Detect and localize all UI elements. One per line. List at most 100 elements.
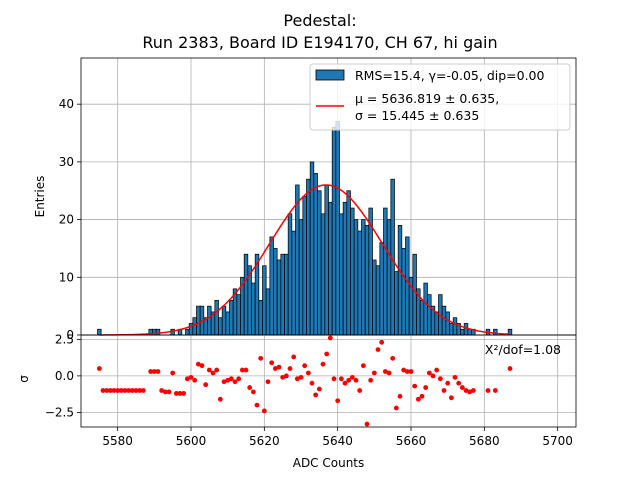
residual-point bbox=[397, 393, 403, 399]
residual-point bbox=[426, 370, 432, 376]
histogram-bar bbox=[155, 328, 161, 336]
histogram-bar bbox=[313, 173, 318, 336]
x-axis-label: ADC Counts bbox=[293, 456, 365, 470]
bottom-y-ticks: 2.5 0.0 −2.5 bbox=[45, 332, 81, 419]
histogram-bar bbox=[269, 236, 274, 336]
residual-point bbox=[261, 408, 267, 414]
residual-point bbox=[170, 370, 176, 376]
residual-point bbox=[507, 366, 513, 371]
histogram-bar bbox=[401, 248, 406, 336]
residual-point bbox=[148, 369, 154, 374]
histogram-bar bbox=[339, 213, 344, 336]
residual-point bbox=[232, 379, 238, 385]
histogram-bar bbox=[452, 317, 458, 336]
xtick-label: 5680 bbox=[469, 434, 500, 448]
gaussian-fit-curve bbox=[99, 184, 511, 336]
residual-point bbox=[415, 396, 421, 402]
chi2-annotation: Χ²/dof=1.08 bbox=[485, 342, 561, 357]
histogram-bar bbox=[236, 294, 241, 336]
residual-point bbox=[217, 396, 223, 402]
residual-point bbox=[375, 347, 381, 353]
histogram-bar bbox=[306, 178, 311, 336]
residual-point bbox=[324, 351, 330, 357]
residual-point bbox=[445, 380, 451, 386]
histogram-bar bbox=[324, 184, 329, 336]
histogram-bar bbox=[273, 248, 278, 336]
histogram-bars bbox=[97, 121, 513, 336]
residual-point bbox=[188, 374, 194, 380]
histogram-bar bbox=[302, 196, 307, 336]
histogram-bar bbox=[364, 225, 370, 336]
residual-points bbox=[96, 335, 513, 427]
residual-point bbox=[276, 364, 282, 370]
residual-point bbox=[107, 388, 113, 393]
residual-point bbox=[287, 366, 293, 371]
residual-point bbox=[294, 376, 300, 382]
residual-point bbox=[448, 395, 454, 401]
residual-point bbox=[214, 367, 220, 373]
residual-point bbox=[291, 354, 297, 360]
residual-point bbox=[140, 388, 146, 393]
residual-point bbox=[118, 388, 124, 393]
histogram-bar bbox=[412, 253, 417, 336]
residual-point bbox=[327, 335, 333, 341]
residual-point bbox=[353, 377, 359, 383]
histogram-bar bbox=[320, 213, 326, 336]
histogram-bar bbox=[229, 300, 234, 336]
residual-point bbox=[441, 388, 447, 393]
histogram-bar bbox=[449, 323, 454, 336]
residual-point bbox=[430, 373, 436, 379]
residual-point bbox=[177, 391, 183, 396]
histogram-bar bbox=[386, 219, 392, 336]
residual-point bbox=[404, 369, 410, 374]
histogram-bar bbox=[350, 207, 355, 336]
histogram-bar bbox=[397, 225, 403, 336]
residual-point bbox=[206, 367, 212, 373]
histogram-bar bbox=[221, 305, 227, 336]
xtick-label: 5660 bbox=[396, 434, 427, 448]
residual-point bbox=[342, 380, 348, 386]
histogram-bar bbox=[295, 184, 300, 336]
residual-point bbox=[371, 370, 377, 376]
histogram-bar bbox=[445, 311, 450, 336]
residual-point bbox=[386, 370, 392, 376]
residual-point bbox=[133, 388, 139, 393]
histogram-bar bbox=[423, 282, 428, 336]
chart-title-line2: Run 2383, Board ID E194170, CH 67, hi ga… bbox=[142, 33, 498, 52]
histogram-bar bbox=[331, 126, 337, 336]
histogram-bar bbox=[434, 311, 439, 336]
bottom-ytick-label: −2.5 bbox=[45, 405, 74, 419]
residual-point bbox=[115, 388, 121, 393]
histogram-bar bbox=[317, 190, 322, 336]
histogram-bar bbox=[225, 311, 230, 336]
xtick-label: 5620 bbox=[249, 434, 280, 448]
histogram-bar bbox=[342, 201, 348, 336]
residual-point bbox=[181, 391, 187, 396]
residual-point bbox=[254, 402, 260, 408]
histogram-bar bbox=[346, 190, 351, 336]
histogram-bar bbox=[383, 207, 388, 336]
residual-point bbox=[434, 367, 440, 373]
residual-point bbox=[162, 389, 168, 395]
residual-point bbox=[412, 383, 418, 389]
histogram-bar bbox=[328, 201, 333, 336]
legend: RMS=15.4, γ=-0.05, dip=0.00 μ = 5636.819… bbox=[309, 63, 571, 131]
top-ytick-label: 0 bbox=[66, 328, 74, 342]
residual-point bbox=[243, 367, 249, 373]
histogram-bar bbox=[218, 317, 223, 336]
residual-point bbox=[122, 388, 128, 393]
residual-point bbox=[173, 391, 179, 396]
histogram-bar bbox=[214, 300, 219, 336]
histogram-bar bbox=[419, 300, 425, 336]
residual-point bbox=[166, 389, 172, 395]
residual-point bbox=[265, 379, 271, 385]
top-ytick-label: 40 bbox=[59, 97, 74, 111]
residual-point bbox=[408, 369, 414, 374]
residual-point bbox=[419, 393, 425, 399]
residual-point bbox=[225, 377, 231, 383]
residual-point bbox=[258, 355, 264, 361]
histogram-bar bbox=[262, 265, 267, 336]
histogram-bar bbox=[196, 305, 201, 336]
residual-point bbox=[302, 363, 308, 369]
